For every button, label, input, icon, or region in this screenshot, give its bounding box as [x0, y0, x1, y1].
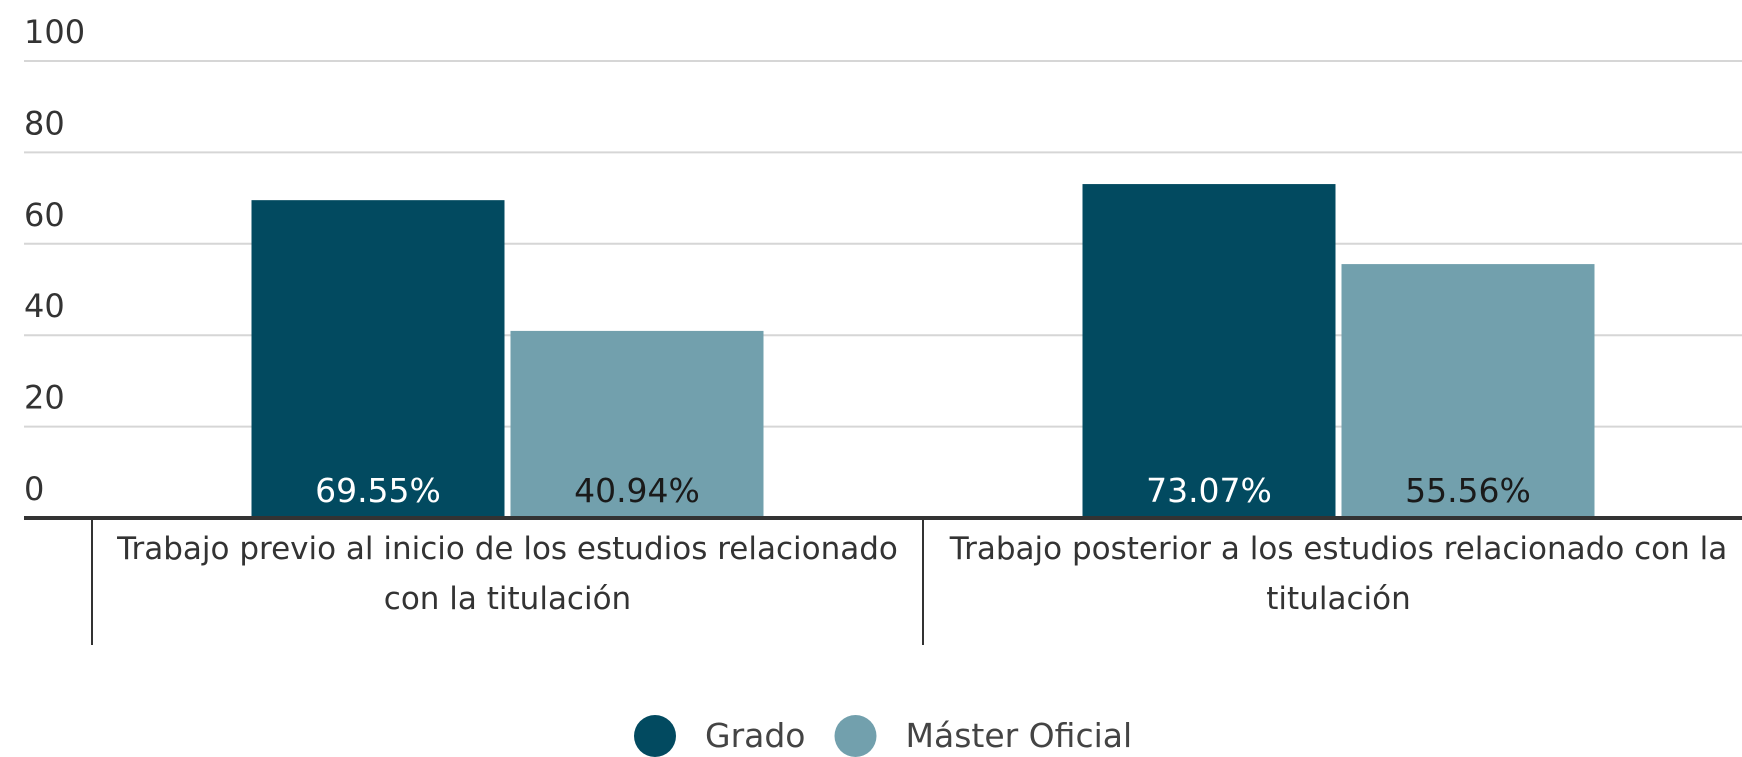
legend-marker [834, 715, 877, 757]
value-label: 73.07% [1146, 471, 1272, 510]
bar [1082, 184, 1336, 518]
y-tick-label: 100 [24, 13, 85, 51]
y-tick-label: 60 [24, 196, 65, 234]
bar [510, 330, 764, 518]
legend-marker [634, 715, 676, 757]
value-label: 55.56% [1405, 471, 1531, 510]
legend-label: Grado [705, 716, 806, 755]
y-tick-label: 0 [24, 470, 44, 508]
bar [1341, 264, 1595, 518]
y-tick-label: 20 [24, 379, 65, 417]
value-label: 40.94% [574, 471, 700, 510]
y-tick-label: 80 [24, 104, 65, 142]
x-tick-label-box: Trabajo posterior a los estudios relacio… [949, 531, 1728, 617]
x-tick-label-box: Trabajo previo al inicio de los estudios… [117, 531, 898, 617]
y-tick-label: 40 [24, 287, 65, 325]
x-tick-label: Trabajo previo al inicio de los estudios… [117, 531, 898, 617]
x-tick-label: Trabajo posterior a los estudios relacio… [949, 531, 1728, 617]
value-label: 69.55% [315, 471, 441, 510]
bar [251, 200, 505, 518]
legend-label: Máster Oficial [906, 716, 1133, 755]
